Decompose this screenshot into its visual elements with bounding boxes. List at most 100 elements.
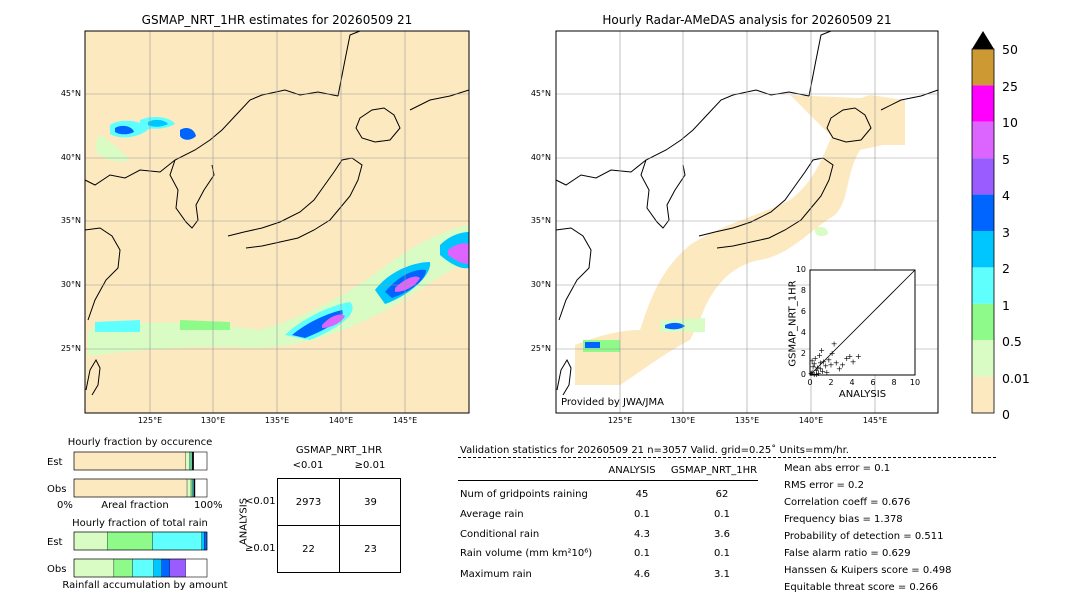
- score-line: False alarm ratio = 0.629: [784, 548, 911, 559]
- stacked-bar-outline: [73, 478, 208, 498]
- left-map-title: GSMAP_NRT_1HR estimates for 20260509 21: [141, 13, 413, 27]
- scatter-ytick: 2: [800, 349, 806, 358]
- occurrence-est-label: Est: [47, 457, 63, 468]
- right-lon-tick: 130°E: [670, 416, 696, 425]
- scatter-point: +: [809, 368, 816, 377]
- validation-row-label: Num of gridpoints raining: [460, 489, 588, 500]
- colorbar-outline: [971, 48, 995, 414]
- colorbar-segment: [972, 158, 994, 195]
- colorbar-segment: [972, 303, 994, 341]
- scatter-point: +: [817, 365, 824, 374]
- stacked-bar-segment: [107, 531, 153, 551]
- scatter-point: +: [823, 368, 830, 377]
- scatter-inset: ++++++ +++++++++ ++ ++ +++++ ++ ++++: [808, 269, 916, 379]
- colorbar-tick: 0.01: [1002, 371, 1030, 386]
- stacked-bar-segment: [113, 558, 133, 578]
- scatter-point: +: [818, 346, 825, 355]
- left-lat-tick: 40°N: [60, 153, 81, 162]
- contingency-cell: 22: [302, 544, 315, 555]
- validation-row-analysis: 0.1: [634, 509, 650, 520]
- colorbar-tick: 25: [1002, 79, 1018, 94]
- stacked-bar-segment: [73, 451, 186, 471]
- scatter-point: +: [813, 366, 820, 375]
- validation-divider: [458, 457, 996, 458]
- left-lat-tick: 35°N: [60, 216, 81, 225]
- contingency-row-header: <0.01: [245, 496, 276, 507]
- colorbar-segment: [972, 121, 994, 159]
- right-lon-tick: 145°E: [862, 416, 888, 425]
- validation-row-gsmap: 3.1: [714, 569, 730, 580]
- scatter-xtick: 8: [891, 378, 897, 387]
- small-bars-layer: [73, 451, 208, 578]
- contingency-title: GSMAP_NRT_1HR: [295, 445, 383, 456]
- stacked-bar-segment: [186, 478, 192, 498]
- left-lon-tick: 125°E: [137, 416, 163, 425]
- stacked-bar-segment: [204, 531, 208, 551]
- validation-row-gsmap: 3.6: [714, 529, 730, 540]
- validation-row-analysis: 45: [635, 489, 649, 500]
- scatter-point: +: [829, 349, 836, 358]
- right-lat-tick: 45°N: [530, 89, 551, 98]
- scatter-xtick: 10: [909, 378, 921, 387]
- stacked-bar-segment: [201, 531, 205, 551]
- scatter-point: +: [811, 370, 818, 379]
- right-map-title: Hourly Radar-AMeDAS analysis for 2026050…: [602, 13, 892, 27]
- colorbar-tick: 10: [1002, 115, 1018, 130]
- scatter-point: +: [813, 370, 820, 379]
- validation-row-label: Conditional rain: [460, 529, 540, 540]
- stacked-bar-outline: [73, 558, 208, 578]
- score-line: RMS error = 0.2: [784, 480, 864, 491]
- validation-col-analysis: ANALYSIS: [608, 465, 656, 476]
- contingency-grid: 2973 39 22 23: [277, 478, 401, 573]
- scatter-point: +: [833, 358, 840, 367]
- right-lat-tick: 30°N: [530, 280, 551, 289]
- validation-row-gsmap: 0.1: [714, 548, 730, 559]
- stacked-bar-segment: [169, 558, 186, 578]
- scatter-point: +: [855, 352, 862, 361]
- colorbar-tick: 50: [1002, 42, 1018, 57]
- score-line: Hanssen & Kuipers score = 0.498: [784, 565, 952, 576]
- scatter-point: +: [839, 361, 846, 370]
- validation-col-gsmap: GSMAP_NRT_1HR: [670, 465, 758, 476]
- stacked-bar-segment: [73, 478, 188, 498]
- validation-row-label: Maximum rain: [460, 569, 532, 580]
- validation-row-analysis: 0.1: [634, 548, 650, 559]
- score-line: Probability of detection = 0.511: [784, 531, 944, 542]
- scatter-ylabel: GSMAP_NRT_1HR: [787, 280, 799, 367]
- scatter-point: +: [811, 359, 818, 368]
- scatter-point: +: [847, 352, 854, 361]
- scatter-point: +: [828, 361, 835, 370]
- colorbar-tick: 4: [1002, 188, 1010, 203]
- scatter-point: +: [843, 354, 850, 363]
- stacked-bar-segment: [153, 558, 162, 578]
- colorbar-segment: [972, 376, 994, 413]
- rain-fraction-xlabel: Rainfall accumulation by amount: [62, 580, 228, 591]
- scatter-ytick: 4: [800, 328, 806, 337]
- left-lon-tick: 140°E: [328, 416, 354, 425]
- scatter-xtick: 0: [807, 378, 813, 387]
- colorbar-tick: 3: [1002, 225, 1010, 240]
- scatter-ytick: 6: [800, 307, 806, 316]
- contingency-cell: 39: [364, 497, 377, 508]
- validation-row-gsmap: 62: [715, 489, 729, 500]
- validation-row-gsmap: 0.1: [714, 509, 730, 520]
- colorbar-tick: 1: [1002, 298, 1010, 313]
- scatter-point: +: [831, 340, 838, 349]
- stacked-bar-segment: [192, 451, 194, 471]
- scatter-point: +: [814, 364, 821, 373]
- colorbar-segment: [972, 267, 994, 304]
- stacked-bar-segment: [193, 478, 196, 498]
- occurrence-title: Hourly fraction by occurence: [67, 437, 213, 448]
- scatter-point: +: [810, 363, 817, 372]
- rain-fraction-est-label: Est: [47, 537, 63, 548]
- scatter-points: ++++++ +++++++++ ++ ++ +++++ ++ ++++: [808, 340, 862, 379]
- scatter-point: +: [819, 367, 826, 376]
- scatter-xtick: 4: [849, 378, 855, 387]
- scatter-point: +: [812, 354, 819, 363]
- scatter-point: +: [820, 357, 827, 366]
- stacked-bar-segment: [189, 451, 192, 471]
- right-lat-tick: 25°N: [530, 344, 551, 353]
- validation-header-rule: [458, 480, 758, 481]
- occurrence-xlabel: Areal fraction: [101, 500, 169, 511]
